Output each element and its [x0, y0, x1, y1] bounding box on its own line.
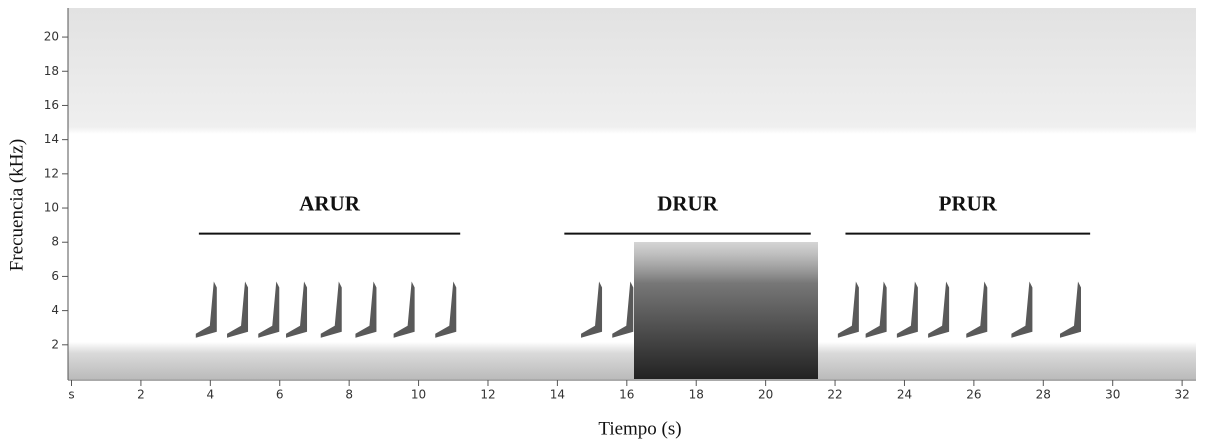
x-tick-label: 18	[689, 388, 704, 402]
y-tick-label: 20	[44, 30, 59, 44]
call	[393, 281, 415, 338]
x-tick-label: 6	[276, 388, 284, 402]
x-tick-label: 16	[619, 388, 634, 402]
noise-band	[634, 242, 818, 379]
x-axis-title: Tiempo (s)	[598, 418, 681, 439]
y-tick-label: 6	[51, 269, 59, 283]
call	[435, 281, 457, 338]
call	[195, 281, 217, 338]
y-tick-label: 14	[44, 132, 59, 146]
y-tick-label: 4	[51, 303, 59, 317]
call	[896, 281, 918, 338]
call	[966, 281, 988, 338]
x-tick-label: 8	[345, 388, 353, 402]
y-tick-label: 10	[44, 201, 59, 215]
y-tick-label: 16	[44, 98, 59, 112]
x-tick-label: s	[68, 388, 74, 402]
y-tick-label: 8	[51, 235, 59, 249]
x-tick-label: 32	[1174, 388, 1189, 402]
call	[355, 281, 377, 338]
call	[837, 281, 859, 338]
call	[227, 281, 249, 338]
segment-label: ARUR	[299, 191, 360, 215]
x-tick-label: 22	[827, 388, 842, 402]
x-tick-label: 28	[1036, 388, 1051, 402]
x-tick-label: 26	[966, 388, 981, 402]
x-tick-label: 2	[137, 388, 145, 402]
y-axis-title: Frecuencia (kHz)	[6, 139, 27, 271]
call	[865, 281, 887, 338]
segment-label: DRUR	[657, 191, 718, 215]
call	[581, 281, 603, 338]
call	[1011, 281, 1033, 338]
call	[320, 281, 342, 338]
y-tick-label: 2	[51, 337, 59, 351]
x-tick-label: 10	[411, 388, 426, 402]
x-tick-label: 30	[1105, 388, 1120, 402]
x-tick-label: 20	[758, 388, 773, 402]
call	[612, 281, 634, 338]
y-tick-label: 18	[44, 64, 59, 78]
segment-label: PRUR	[939, 191, 998, 215]
x-tick-label: 14	[550, 388, 565, 402]
call	[286, 281, 308, 338]
x-tick-label: 24	[897, 388, 912, 402]
x-tick-label: 4	[207, 388, 215, 402]
call	[1059, 281, 1081, 338]
call	[258, 281, 280, 338]
x-tick-label: 12	[480, 388, 495, 402]
y-tick-label: 12	[44, 166, 59, 180]
call	[928, 281, 950, 338]
